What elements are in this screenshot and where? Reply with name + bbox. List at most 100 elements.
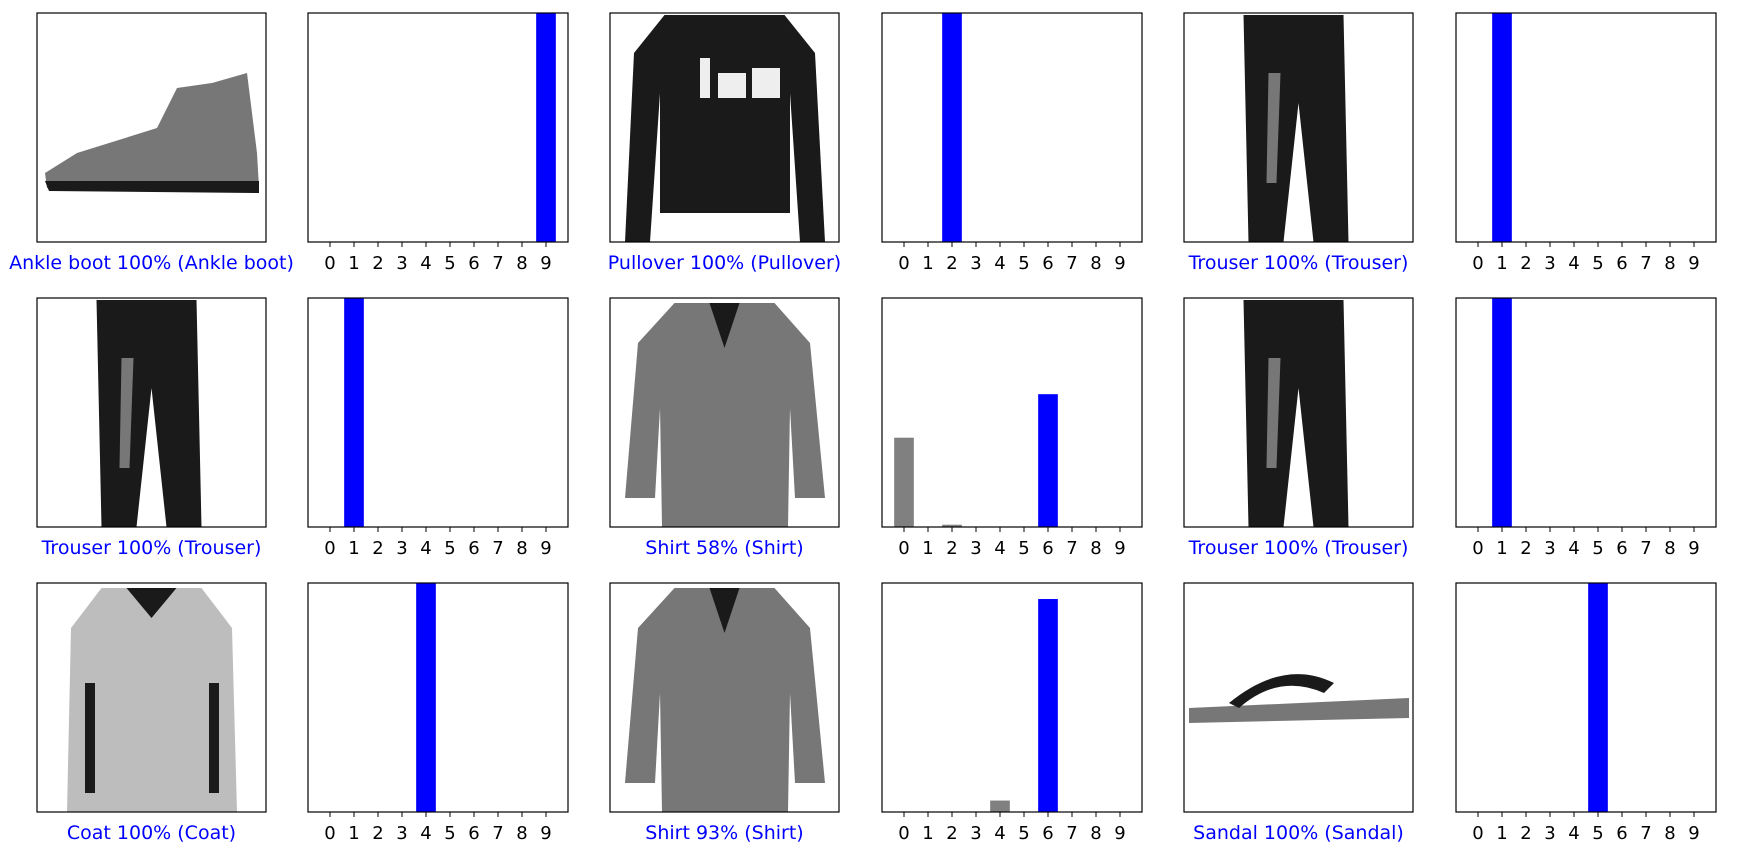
pullover-icon xyxy=(625,15,825,242)
x-tick-label: 5 xyxy=(444,823,455,844)
x-tick-label: 4 xyxy=(1568,823,1579,844)
x-tick-label: 9 xyxy=(1114,538,1125,559)
x-tick-label: 5 xyxy=(1018,253,1029,274)
x-tick-label: 6 xyxy=(1042,538,1053,559)
image-panel xyxy=(36,12,267,243)
x-tick-label: 0 xyxy=(898,253,909,274)
image-panel xyxy=(1183,582,1414,813)
x-tick-label: 3 xyxy=(396,253,407,274)
x-tick-label: 5 xyxy=(444,253,455,274)
bar-class-6 xyxy=(1038,599,1058,812)
x-tick-label: 8 xyxy=(1664,823,1675,844)
x-tick-label: 3 xyxy=(1544,253,1555,274)
x-tick-label: 6 xyxy=(1616,538,1627,559)
prediction-label: Shirt 58% (Shirt) xyxy=(645,537,803,559)
x-tick-label: 1 xyxy=(348,253,359,274)
x-tick-label: 4 xyxy=(420,538,431,559)
x-tick-label: 3 xyxy=(970,538,981,559)
x-tick-label: 9 xyxy=(1688,538,1699,559)
x-tick-label: 7 xyxy=(492,823,503,844)
x-tick-label: 2 xyxy=(946,253,957,274)
x-tick-label: 9 xyxy=(1688,253,1699,274)
x-tick-label: 0 xyxy=(898,823,909,844)
x-tick-label: 8 xyxy=(1090,253,1101,274)
x-tick-label: 5 xyxy=(1592,823,1603,844)
x-tick-label: 7 xyxy=(1640,253,1651,274)
sandal-icon xyxy=(1189,674,1409,723)
image-panel xyxy=(36,582,267,813)
bar-class-1 xyxy=(1492,298,1512,527)
shirt-icon xyxy=(625,588,825,812)
x-tick-label: 0 xyxy=(324,253,335,274)
prediction-label: Pullover 100% (Pullover) xyxy=(608,252,841,274)
bar-class-1 xyxy=(1492,13,1512,242)
x-tick-label: 5 xyxy=(1018,823,1029,844)
x-tick-label: 8 xyxy=(1090,538,1101,559)
x-tick-label: 7 xyxy=(1640,538,1651,559)
bar-class-2 xyxy=(942,13,962,242)
x-tick-label: 7 xyxy=(1066,538,1077,559)
trouser-icon xyxy=(1243,300,1349,527)
x-tick-label: 1 xyxy=(348,538,359,559)
x-tick-label: 8 xyxy=(1664,538,1675,559)
x-tick-label: 1 xyxy=(922,253,933,274)
prediction-label: Sandal 100% (Sandal) xyxy=(1193,822,1404,844)
bar-class-6 xyxy=(1038,394,1058,527)
image-panel xyxy=(36,297,267,528)
x-tick-label: 7 xyxy=(1066,823,1077,844)
prediction-label: Trouser 100% (Trouser) xyxy=(1188,252,1409,274)
x-tick-label: 4 xyxy=(1568,253,1579,274)
x-tick-label: 8 xyxy=(516,538,527,559)
x-tick-label: 4 xyxy=(1568,538,1579,559)
x-tick-label: 6 xyxy=(468,253,479,274)
x-tick-label: 1 xyxy=(922,823,933,844)
x-tick-label: 8 xyxy=(1664,253,1675,274)
image-panel xyxy=(609,297,840,528)
x-tick-label: 4 xyxy=(994,823,1005,844)
bar-class-0 xyxy=(894,437,914,527)
prediction-label: Coat 100% (Coat) xyxy=(67,822,236,844)
x-tick-label: 7 xyxy=(492,253,503,274)
x-tick-label: 6 xyxy=(1616,823,1627,844)
image-panel xyxy=(609,12,840,243)
x-tick-label: 6 xyxy=(1042,823,1053,844)
x-tick-label: 9 xyxy=(540,823,551,844)
x-tick-label: 0 xyxy=(1472,253,1483,274)
x-tick-label: 6 xyxy=(1616,253,1627,274)
bar-class-4 xyxy=(990,800,1010,812)
x-tick-label: 1 xyxy=(922,538,933,559)
x-tick-label: 6 xyxy=(1042,253,1053,274)
x-tick-label: 2 xyxy=(372,253,383,274)
bar-class-4 xyxy=(416,583,436,812)
trouser-icon xyxy=(96,300,202,527)
coat-icon xyxy=(67,588,237,812)
x-tick-label: 8 xyxy=(1090,823,1101,844)
x-tick-label: 5 xyxy=(1592,253,1603,274)
x-tick-label: 1 xyxy=(348,823,359,844)
x-tick-label: 0 xyxy=(324,538,335,559)
x-tick-label: 0 xyxy=(324,823,335,844)
x-tick-label: 8 xyxy=(516,253,527,274)
x-tick-label: 3 xyxy=(970,823,981,844)
x-tick-label: 7 xyxy=(492,538,503,559)
x-tick-label: 4 xyxy=(420,253,431,274)
x-tick-label: 5 xyxy=(1592,538,1603,559)
x-tick-label: 7 xyxy=(1640,823,1651,844)
prediction-label: Trouser 100% (Trouser) xyxy=(1188,537,1409,559)
x-tick-label: 0 xyxy=(1472,823,1483,844)
ankle-boot-icon xyxy=(45,73,259,193)
bar-class-1 xyxy=(344,298,364,527)
shirt-icon xyxy=(625,303,825,527)
prediction-label: Shirt 93% (Shirt) xyxy=(645,822,803,844)
x-tick-label: 7 xyxy=(1066,253,1077,274)
x-tick-label: 2 xyxy=(1520,823,1531,844)
x-tick-label: 6 xyxy=(468,538,479,559)
